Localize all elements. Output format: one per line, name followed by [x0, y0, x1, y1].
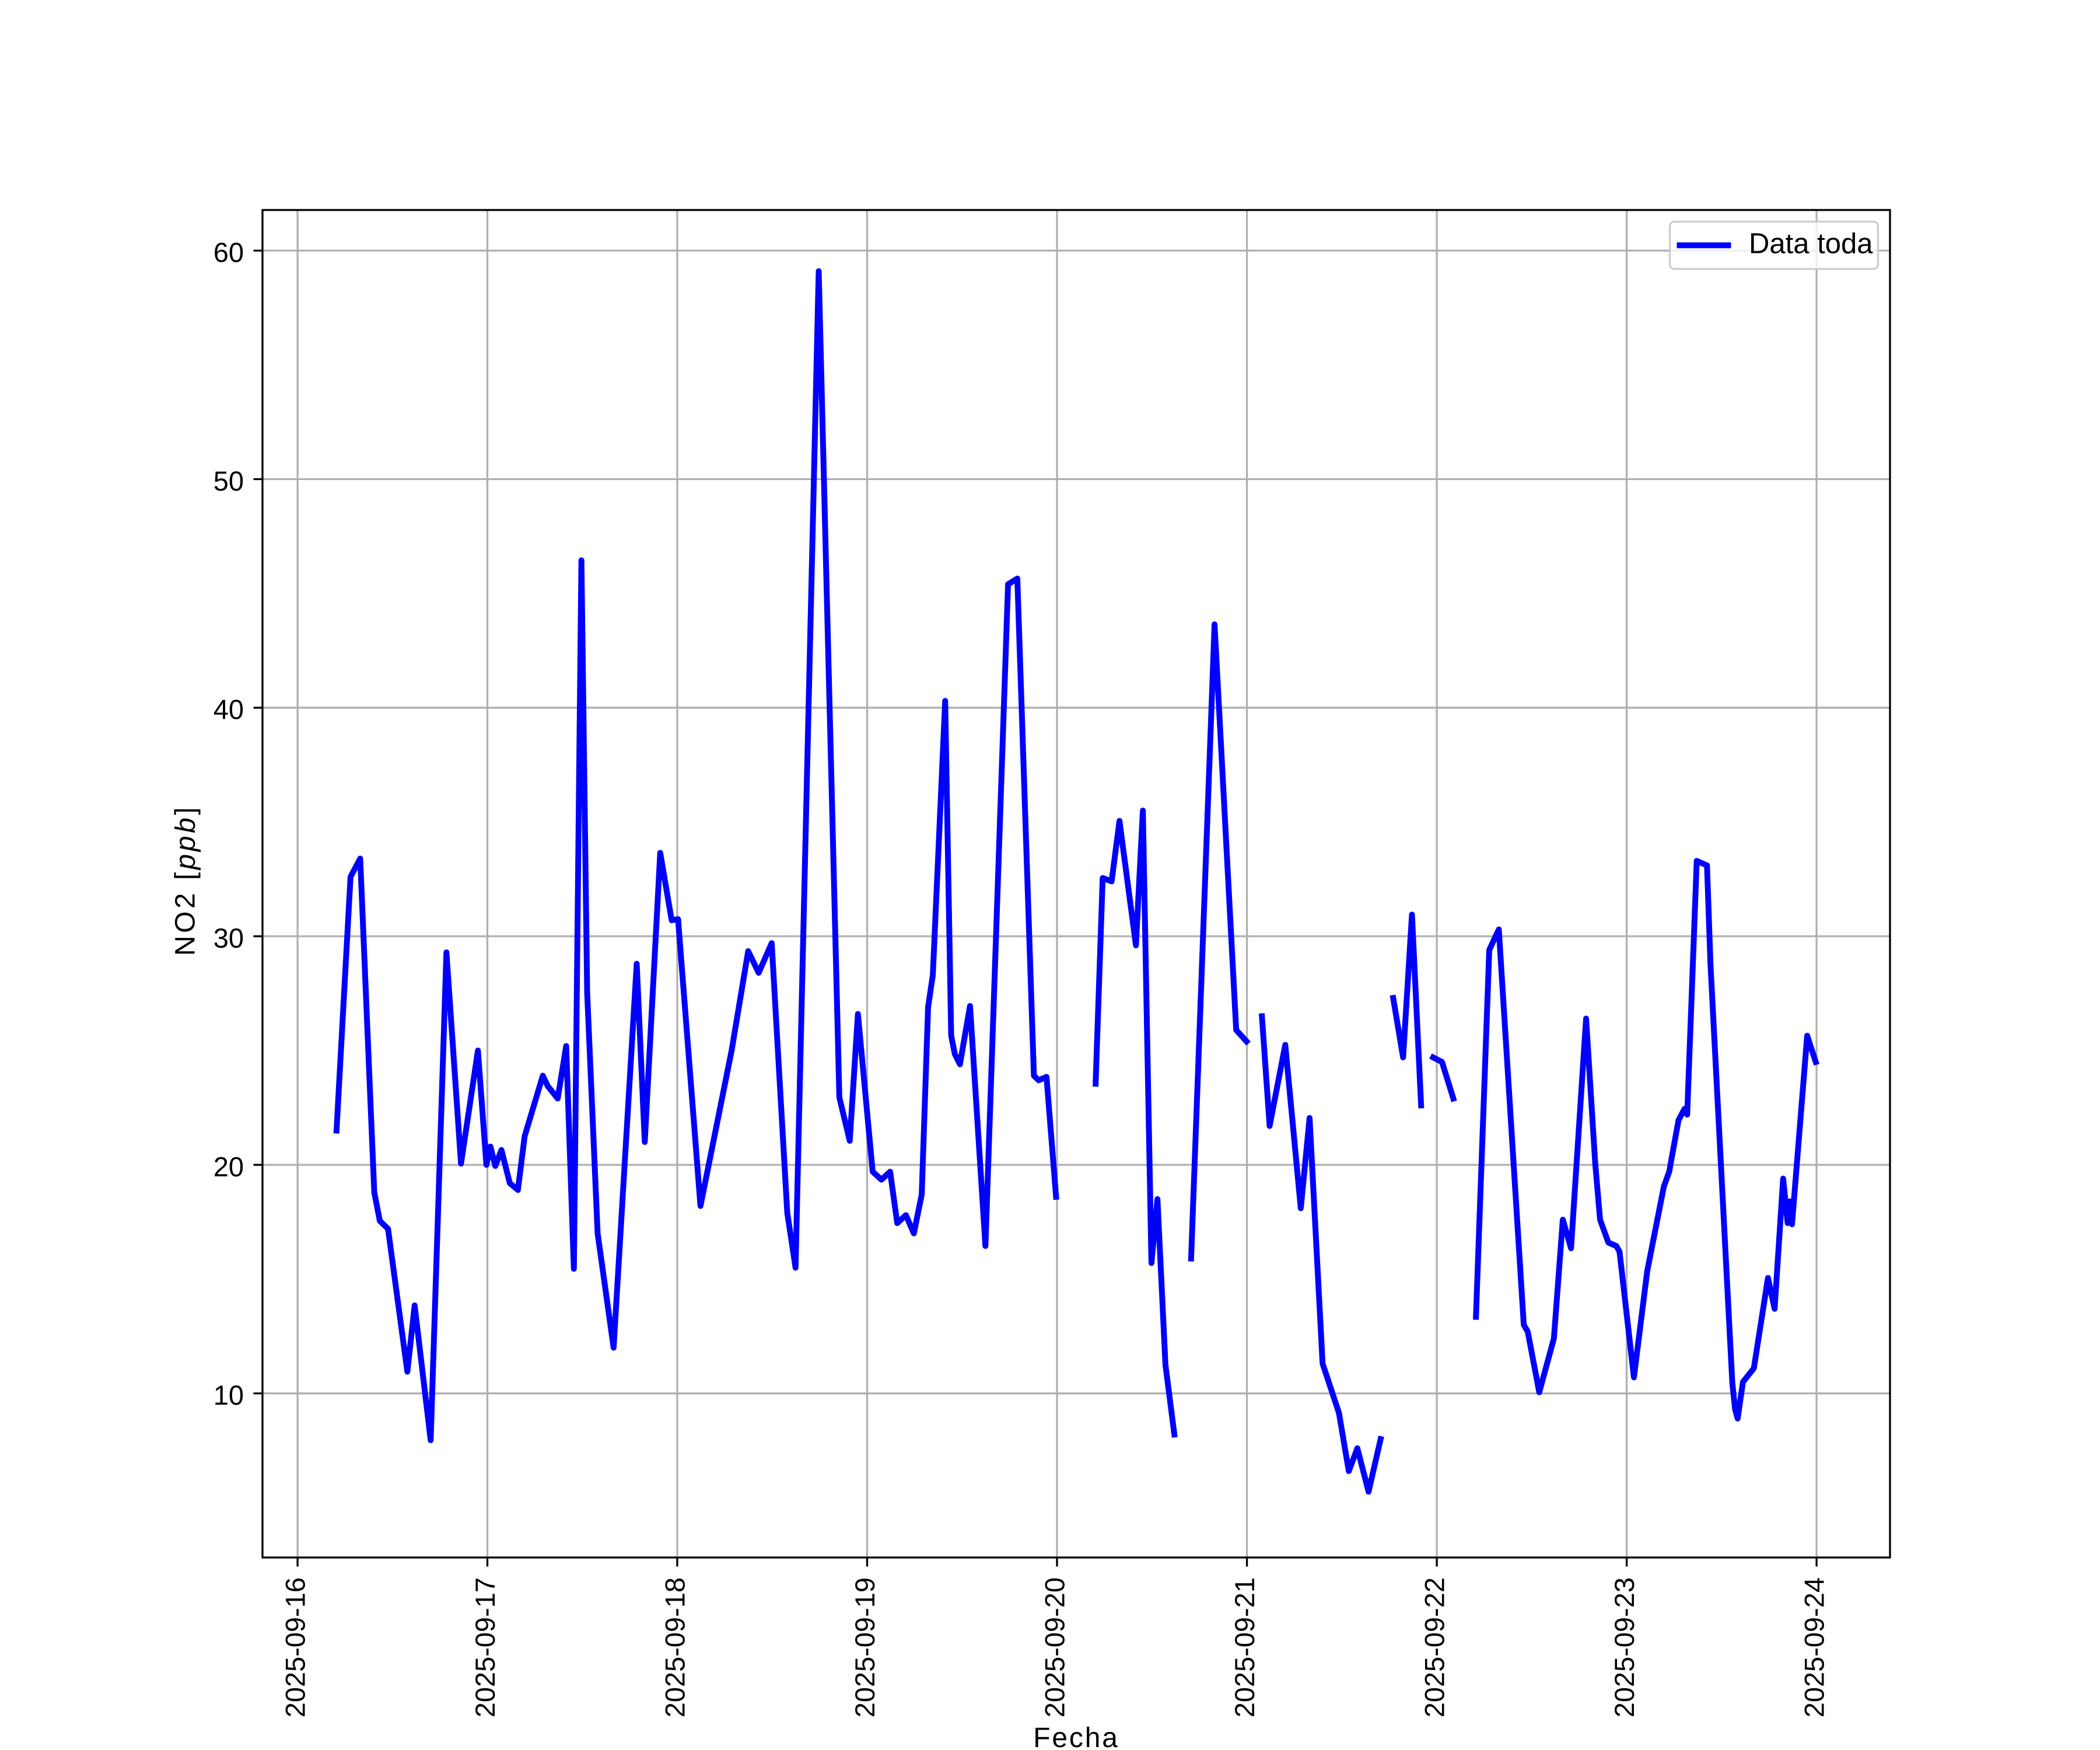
svg-text:2025-09-21: 2025-09-21 — [1229, 1577, 1260, 1717]
svg-text:40: 40 — [214, 694, 244, 725]
svg-text:2025-09-20: 2025-09-20 — [1040, 1577, 1070, 1717]
svg-text:Data toda: Data toda — [1749, 228, 1873, 260]
svg-text:30: 30 — [214, 923, 244, 954]
svg-text:2025-09-19: 2025-09-19 — [849, 1577, 880, 1717]
svg-text:60: 60 — [214, 237, 244, 268]
svg-text:2025-09-22: 2025-09-22 — [1419, 1577, 1450, 1717]
svg-text:2025-09-18: 2025-09-18 — [660, 1577, 691, 1717]
svg-text:20: 20 — [214, 1151, 244, 1182]
svg-text:2025-09-16: 2025-09-16 — [280, 1577, 311, 1717]
svg-text:NO2 [ppb]: NO2 [ppb] — [170, 804, 201, 956]
svg-text:2025-09-23: 2025-09-23 — [1609, 1577, 1640, 1717]
svg-text:2025-09-24: 2025-09-24 — [1799, 1577, 1830, 1717]
svg-text:50: 50 — [214, 466, 244, 496]
svg-text:Fecha: Fecha — [1033, 1723, 1119, 1750]
svg-text:10: 10 — [214, 1380, 244, 1410]
svg-text:2025-09-17: 2025-09-17 — [470, 1577, 501, 1717]
